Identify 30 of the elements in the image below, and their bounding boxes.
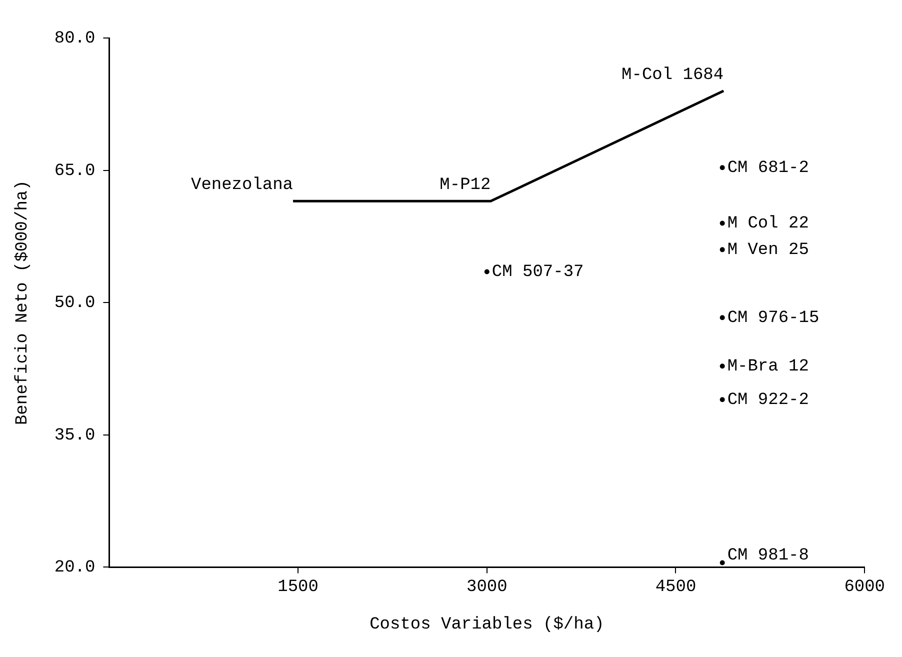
y-tick-label: 80.0 [54, 30, 96, 48]
annotation: CM 981-8 [727, 546, 809, 566]
x-tick-label: 6000 [844, 578, 886, 597]
y-axis-title: Beneficio Neto ($000/ha) [14, 180, 33, 426]
annotation: CM 922-2 [727, 391, 809, 410]
x-tick-label: 1500 [278, 578, 318, 597]
point [720, 165, 725, 170]
y-tick-label: 20.0 [54, 558, 96, 578]
x-tick-label: 3000 [466, 578, 508, 597]
y-tick-label: 35.0 [54, 426, 96, 446]
x-tick-label: 4500 [655, 578, 696, 597]
point [720, 315, 725, 320]
y-tick-label: 65.0 [54, 162, 96, 181]
annotation: CM 681-2 [727, 159, 809, 178]
point [720, 220, 725, 226]
annotation: Venezolana [190, 176, 294, 196]
point [720, 364, 725, 369]
annotation: M Ven 25 [727, 241, 809, 260]
annotation: CM 976-15 [727, 309, 820, 328]
annotation: M-P12 [440, 176, 491, 196]
point [720, 560, 725, 566]
annotation: M-Bra 12 [727, 358, 809, 377]
y-tick-label: 50.0 [54, 294, 96, 314]
point [484, 269, 490, 274]
annotation: CM 507-37 [492, 263, 584, 282]
point [720, 397, 725, 402]
point [720, 247, 725, 252]
annotation: M-Col 1684 [622, 66, 724, 85]
annotation: M Col 22 [727, 214, 809, 234]
x-axis-title: Costos Variables ($/ha) [370, 615, 604, 634]
